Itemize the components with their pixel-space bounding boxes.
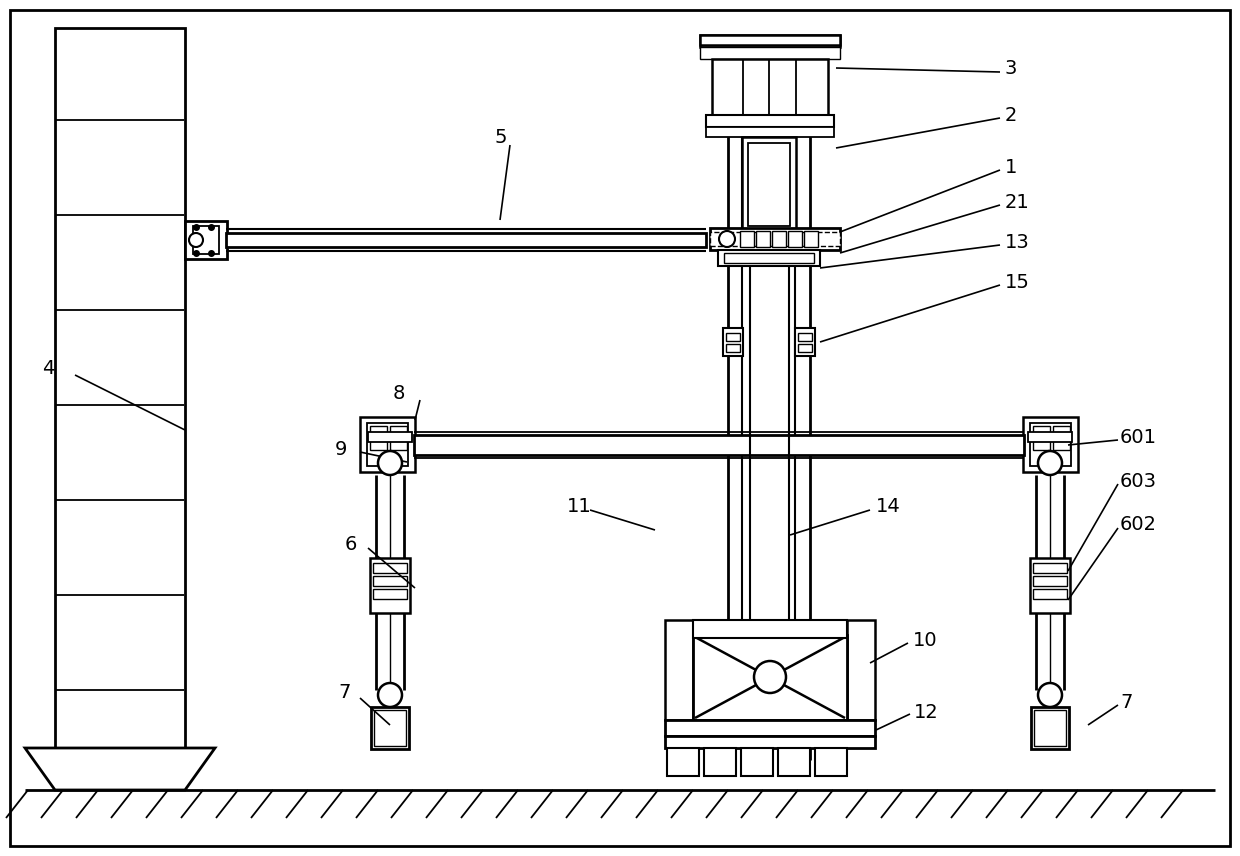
Bar <box>1030 707 1069 749</box>
Bar <box>748 143 790 226</box>
Bar <box>701 35 839 45</box>
Bar <box>193 226 219 254</box>
Bar <box>773 231 786 247</box>
Text: 14: 14 <box>875 497 900 516</box>
Bar <box>795 328 815 356</box>
Bar <box>1033 563 1066 573</box>
Circle shape <box>1038 451 1061 475</box>
Text: 10: 10 <box>913 632 937 651</box>
Bar <box>1033 426 1050 436</box>
Bar <box>742 748 773 776</box>
Circle shape <box>754 661 786 693</box>
Bar <box>1028 432 1073 442</box>
Bar <box>787 231 802 247</box>
Text: 4: 4 <box>42 359 55 377</box>
Bar <box>718 250 820 266</box>
Text: 15: 15 <box>1004 272 1030 292</box>
Text: 11: 11 <box>567 497 591 516</box>
Text: 12: 12 <box>914 703 939 722</box>
Bar <box>373 563 407 573</box>
Polygon shape <box>25 748 215 790</box>
Text: 1: 1 <box>1004 158 1017 176</box>
Bar <box>799 333 812 341</box>
Circle shape <box>1038 683 1061 707</box>
Text: 6: 6 <box>345 536 357 555</box>
Bar <box>373 589 407 599</box>
Text: 5: 5 <box>495 128 507 146</box>
Text: 601: 601 <box>1120 427 1157 447</box>
Circle shape <box>378 451 402 475</box>
Bar <box>665 620 693 720</box>
Bar <box>742 137 796 232</box>
Bar <box>1030 423 1071 466</box>
Bar <box>370 440 387 450</box>
Bar <box>701 47 839 59</box>
Bar <box>665 736 875 748</box>
Bar <box>723 328 743 356</box>
Text: 13: 13 <box>1004 233 1029 252</box>
Bar <box>804 231 818 247</box>
Bar <box>373 576 407 586</box>
Bar <box>1033 576 1066 586</box>
Bar <box>799 344 812 352</box>
Text: 602: 602 <box>1120 515 1157 534</box>
Text: 7: 7 <box>339 683 351 703</box>
Bar <box>740 231 754 247</box>
Bar <box>391 426 407 436</box>
Text: 7: 7 <box>1120 693 1132 711</box>
Bar <box>1034 710 1066 746</box>
Text: 2: 2 <box>1004 105 1017 124</box>
Bar <box>701 35 839 47</box>
Bar <box>370 558 410 613</box>
Bar <box>725 333 740 341</box>
Bar <box>1033 440 1050 450</box>
Bar <box>815 748 847 776</box>
Bar <box>374 710 405 746</box>
Bar <box>226 233 706 247</box>
Text: 3: 3 <box>1004 58 1017 78</box>
Circle shape <box>378 683 402 707</box>
Bar <box>706 127 835 137</box>
Bar <box>706 115 835 127</box>
Text: 8: 8 <box>393 383 405 402</box>
Bar <box>55 28 185 748</box>
Bar <box>367 423 408 466</box>
Bar <box>665 720 875 736</box>
Bar <box>711 228 839 250</box>
Bar <box>368 432 412 442</box>
Bar <box>1023 417 1078 472</box>
Bar <box>360 417 415 472</box>
Bar <box>1053 426 1070 436</box>
Bar <box>724 253 813 263</box>
Bar <box>712 59 828 117</box>
Bar <box>414 435 1024 455</box>
Bar <box>847 620 875 720</box>
Bar <box>777 748 810 776</box>
Bar <box>370 426 387 436</box>
Bar <box>1053 440 1070 450</box>
Bar <box>1030 558 1070 613</box>
Circle shape <box>188 233 203 247</box>
Bar <box>185 221 227 259</box>
Bar <box>704 748 737 776</box>
Bar <box>693 635 847 720</box>
Text: 21: 21 <box>1004 193 1029 211</box>
Circle shape <box>719 231 735 247</box>
Text: 9: 9 <box>335 439 347 459</box>
Bar <box>667 748 699 776</box>
Bar <box>711 232 839 246</box>
Bar <box>693 620 847 638</box>
Bar <box>725 344 740 352</box>
Text: 603: 603 <box>1120 472 1157 490</box>
Bar <box>391 440 407 450</box>
Bar <box>756 231 770 247</box>
Bar <box>1033 589 1066 599</box>
Bar <box>371 707 409 749</box>
